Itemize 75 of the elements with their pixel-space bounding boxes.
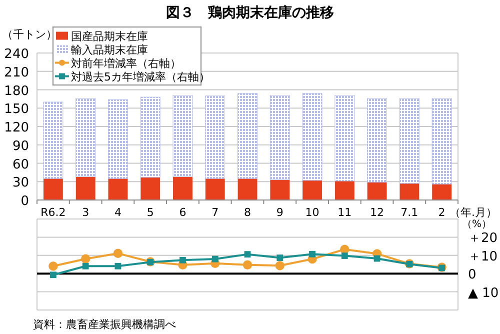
bar — [432, 184, 452, 200]
bar — [367, 98, 388, 182]
bar — [76, 98, 96, 177]
text: 資料：農畜産業振興機構調べ — [33, 318, 176, 331]
bar — [334, 181, 354, 200]
x-tick-label: 3 — [82, 206, 90, 219]
bar — [173, 176, 192, 200]
chart-title: 図３ 鶏肉期末在庫の推移 — [166, 4, 334, 21]
x-tick-label: 4 — [114, 206, 122, 219]
point — [113, 248, 123, 258]
point — [244, 251, 251, 258]
y-tick-label: ▲ 10 — [468, 286, 499, 301]
bar — [400, 183, 420, 200]
x-tick-label: R6.2 — [40, 206, 66, 219]
x-tick-label: 5 — [146, 206, 154, 219]
bar — [108, 178, 128, 200]
bar — [43, 102, 64, 179]
bar — [334, 95, 355, 182]
bar — [140, 96, 160, 178]
y-tick-label: 60 — [12, 157, 29, 172]
x-tick-label: 7 — [212, 206, 219, 219]
point — [242, 260, 252, 270]
x-tick-label: 12 — [370, 206, 384, 219]
x-tick-label: 6 — [179, 206, 186, 219]
x-tick-label: 11 — [338, 206, 352, 219]
bar — [270, 180, 290, 200]
bar — [302, 180, 322, 200]
y-tick-label: ＋10 — [468, 249, 498, 264]
point — [80, 254, 90, 264]
point — [276, 254, 284, 261]
bar — [140, 177, 160, 200]
point — [341, 252, 348, 259]
bar — [367, 182, 387, 200]
bar — [172, 95, 193, 177]
y-tick-label: 210 — [4, 65, 29, 80]
y-tick-label: 240 — [4, 47, 29, 62]
bar — [399, 98, 420, 184]
y-tick-label: 0 — [20, 194, 29, 209]
y-axis-title: （千トン） — [2, 28, 57, 41]
y-tick-label: ＋20 — [468, 231, 498, 246]
point — [50, 272, 56, 278]
bar — [205, 178, 225, 200]
point — [180, 256, 186, 264]
point — [48, 262, 58, 271]
x-axis-title: （年.月） — [450, 206, 497, 219]
bar — [205, 96, 226, 179]
bar — [238, 93, 258, 179]
bar — [432, 98, 452, 184]
point — [309, 250, 316, 258]
bar — [43, 178, 63, 200]
bar — [108, 99, 128, 179]
point — [114, 262, 122, 270]
legend-label: 対過去5カ年増減率（右軸） — [71, 70, 210, 84]
y-tick-label: 0 — [468, 268, 476, 283]
point — [275, 260, 284, 270]
y-axis-title: （%） — [462, 219, 492, 230]
legend-label: 国産品期末在庫 — [71, 30, 148, 43]
x-tick-label: 8 — [244, 206, 251, 219]
y-tick-label: 30 — [12, 176, 29, 191]
y-tick-label: 120 — [4, 120, 29, 136]
y-tick-label: 180 — [4, 84, 29, 99]
bar — [270, 95, 290, 180]
x-tick-label: 9 — [276, 206, 284, 219]
bar — [302, 93, 322, 181]
point — [212, 256, 218, 262]
x-tick-label: 10 — [305, 206, 320, 219]
bar — [238, 178, 258, 200]
x-tick-label: 7.1 — [400, 206, 418, 219]
point — [82, 262, 89, 270]
legend-label: 輸入品期末在庫 — [71, 43, 148, 56]
y-tick-label: 150 — [4, 102, 29, 118]
bar — [76, 176, 96, 200]
legend-label: 対前年増減率（右軸） — [71, 56, 181, 70]
x-tick-label: 2 — [438, 206, 446, 219]
y-tick-label: 90 — [12, 138, 29, 154]
